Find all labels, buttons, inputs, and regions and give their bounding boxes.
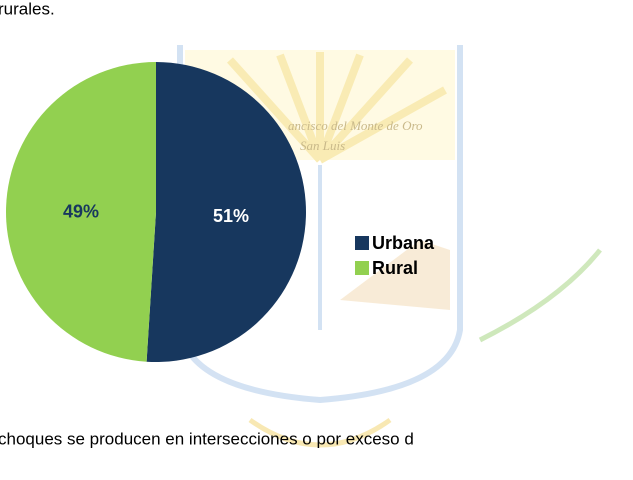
crest-shield: [177, 45, 463, 404]
watermark-text: ancisco del Monte de Oro: [288, 118, 423, 133]
legend-label: Urbana: [372, 233, 435, 253]
data-label: 51%: [213, 206, 249, 226]
pie-chart: 51% 49%: [6, 62, 307, 362]
pie-slice: [146, 62, 307, 362]
crest-leaves: [478, 248, 602, 343]
watermark-text: San Luis: [300, 138, 345, 153]
body-text: rurales.: [0, 0, 55, 18]
data-label: 49%: [63, 201, 99, 221]
crest-rays: [227, 52, 447, 164]
legend-swatch: [355, 261, 369, 275]
body-text: choques se producen en intersecciones o …: [0, 429, 414, 448]
crest-hill: [340, 240, 450, 310]
pie-slice: [6, 62, 157, 362]
legend-swatch: [355, 236, 369, 250]
legend-label: Rural: [372, 258, 418, 278]
crest-ornament: [248, 417, 392, 448]
